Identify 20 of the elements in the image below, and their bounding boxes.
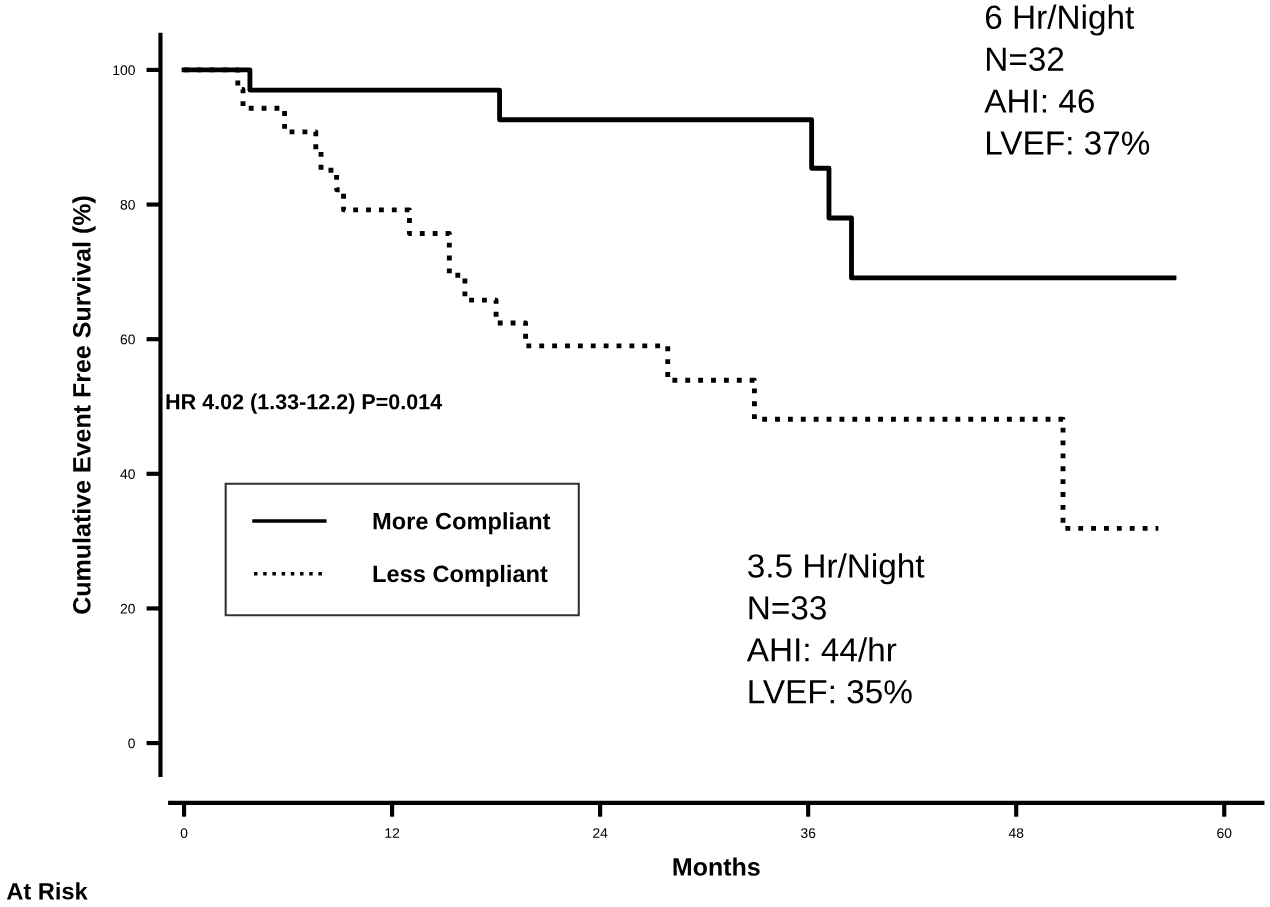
x-tick-label: 24 — [593, 828, 608, 838]
x-tick-label: 0 — [180, 828, 188, 839]
legend-label: Less Compliant — [373, 564, 548, 587]
legend-label: More Compliant — [373, 512, 551, 535]
y-tick-label: 40 — [120, 469, 135, 479]
y-tick-label: 100 — [113, 65, 135, 76]
annotation: 6 Hr/Night N=32 AHI: 46 LVEF: 37% — [984, 4, 1150, 155]
annotation: HR 4.02 (1.33-12.2) P=0.014 — [166, 393, 443, 414]
y-tick-label: 60 — [120, 334, 135, 345]
x-tick-label: 12 — [385, 828, 400, 838]
x-tick-label: 36 — [800, 828, 816, 839]
y-tick-label: 80 — [120, 199, 135, 210]
x-axis-title: Months — [673, 857, 760, 876]
y-tick-label: 0 — [128, 738, 135, 749]
x-tick-label: 60 — [1217, 828, 1232, 839]
y-axis-title: Cumulative Event Free Survival (%) — [72, 196, 96, 614]
y-tick-label: 20 — [120, 603, 135, 614]
x-tick-label: 48 — [1008, 828, 1024, 839]
text: At Risk — [6, 882, 88, 900]
annotation: 3.5 Hr/Night N=33 AHI: 44/hr LVEF: 35% — [746, 553, 925, 704]
